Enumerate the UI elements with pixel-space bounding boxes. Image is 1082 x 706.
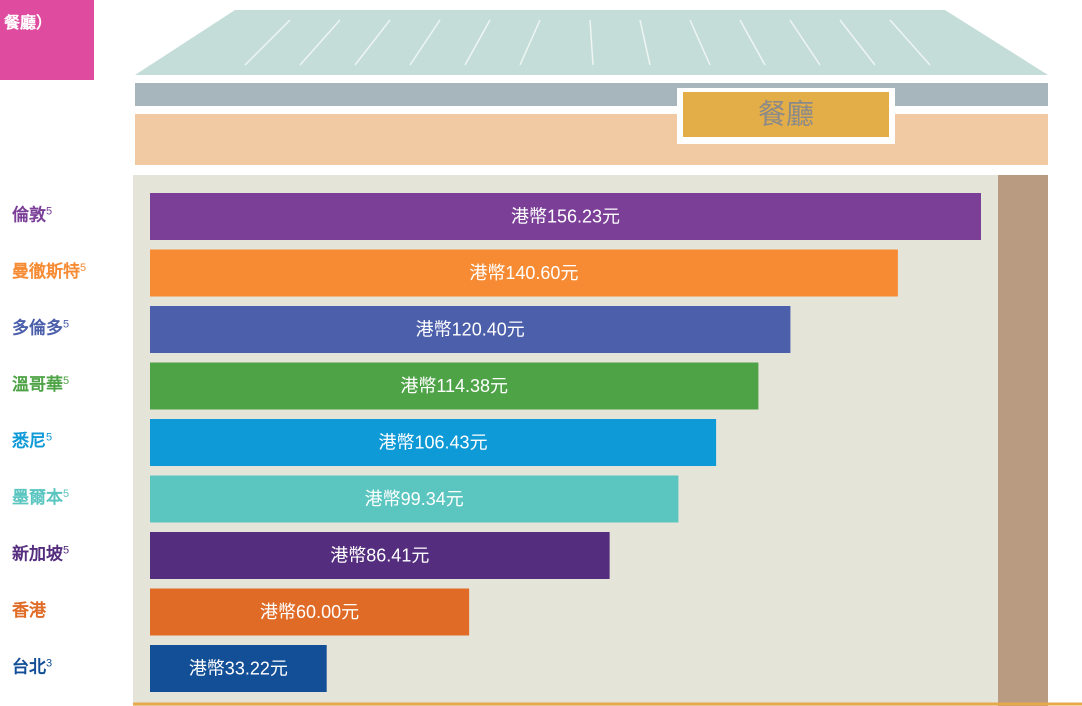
category-name: 台北 bbox=[12, 657, 46, 677]
category-note: 5 bbox=[80, 262, 86, 274]
category-label: 台北3 bbox=[12, 657, 52, 677]
category-name: 新加坡 bbox=[12, 544, 63, 564]
value-label: 港幣86.41元 bbox=[330, 545, 429, 565]
category-note: 5 bbox=[63, 375, 69, 387]
category-label: 悉尼5 bbox=[11, 431, 52, 451]
category-name: 曼徹斯特 bbox=[12, 261, 80, 281]
category-name: 墨爾本 bbox=[12, 487, 63, 507]
value-label: 港幣120.40元 bbox=[416, 319, 525, 339]
eave bbox=[135, 83, 1048, 106]
facade-band bbox=[135, 114, 1048, 165]
category-note: 3 bbox=[46, 657, 52, 669]
category-note: 5 bbox=[63, 488, 69, 500]
bar bbox=[150, 588, 470, 636]
category-name: 悉尼 bbox=[11, 432, 46, 451]
category-label: 新加坡5 bbox=[12, 544, 69, 564]
category-label: 墨爾本5 bbox=[12, 487, 69, 507]
category-label: 香港 bbox=[12, 600, 47, 620]
value-label: 港幣60.00元 bbox=[260, 602, 359, 622]
sign-label: 餐廳 bbox=[758, 98, 814, 129]
category-name: 香港 bbox=[12, 600, 47, 620]
category-name: 溫哥華 bbox=[12, 374, 63, 394]
bar bbox=[150, 306, 791, 353]
bar bbox=[150, 419, 717, 466]
corner-box bbox=[0, 0, 94, 80]
value-label: 港幣106.43元 bbox=[379, 432, 488, 452]
value-label: 港幣140.60元 bbox=[469, 263, 578, 283]
bar bbox=[150, 362, 759, 410]
value-label: 港幣33.22元 bbox=[189, 658, 288, 678]
category-note: 5 bbox=[63, 544, 69, 556]
bar bbox=[150, 475, 679, 523]
category-name: 多倫多 bbox=[12, 318, 63, 338]
value-label: 港幣99.34元 bbox=[365, 489, 464, 509]
corner-label: 餐廳） bbox=[3, 13, 52, 32]
bar bbox=[150, 645, 327, 692]
category-note: 5 bbox=[46, 431, 52, 443]
value-label: 港幣114.38元 bbox=[400, 376, 508, 396]
bar bbox=[150, 249, 898, 297]
pillar bbox=[998, 175, 1048, 706]
category-label: 溫哥華5 bbox=[12, 374, 69, 394]
category-note: 5 bbox=[46, 205, 52, 217]
category-name: 倫敦 bbox=[12, 205, 47, 225]
category-note: 5 bbox=[63, 318, 69, 330]
category-label: 倫敦5 bbox=[12, 205, 52, 225]
value-label: 港幣156.23元 bbox=[511, 206, 620, 226]
category-label: 多倫多5 bbox=[12, 318, 69, 338]
bar bbox=[150, 532, 610, 579]
category-label: 曼徹斯特5 bbox=[12, 261, 86, 281]
bar bbox=[150, 193, 981, 240]
roof-lines bbox=[244, 19, 931, 66]
sign bbox=[683, 92, 889, 137]
